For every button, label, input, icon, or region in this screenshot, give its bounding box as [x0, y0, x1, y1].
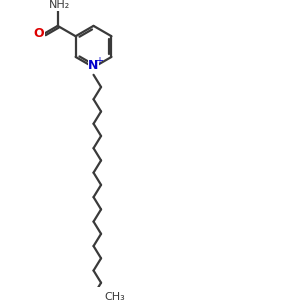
Text: +: +	[95, 56, 103, 66]
Text: CH₃: CH₃	[105, 292, 126, 300]
Text: NH₂: NH₂	[49, 0, 70, 10]
Text: O: O	[34, 27, 44, 40]
Text: N: N	[88, 59, 99, 72]
